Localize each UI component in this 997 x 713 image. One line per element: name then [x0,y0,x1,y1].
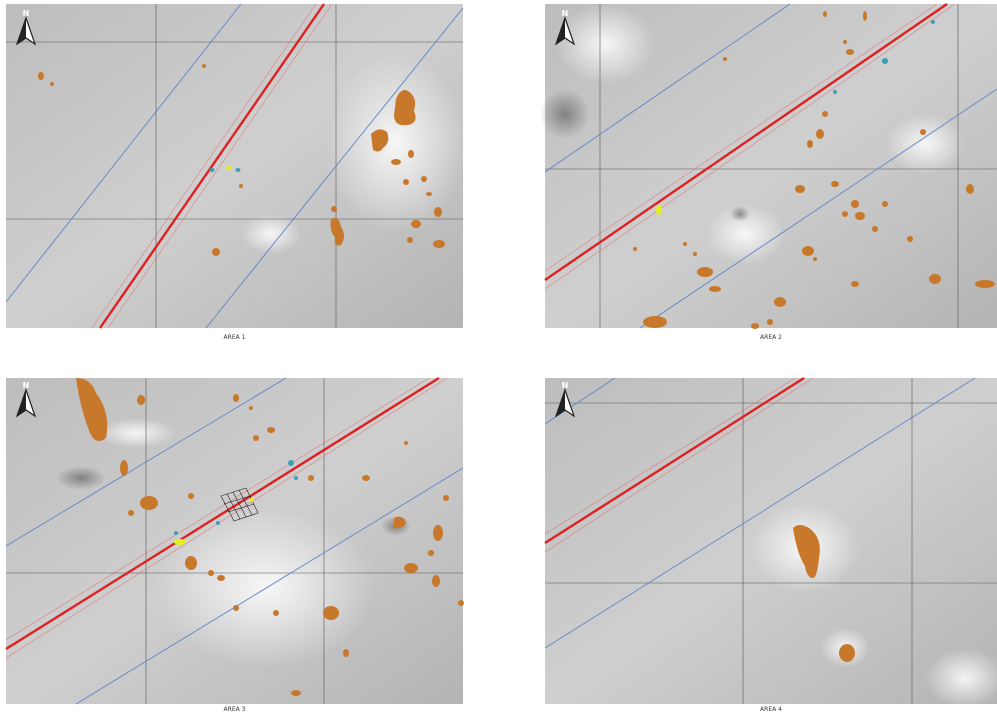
north-label: N [23,9,30,18]
map-panel: N AREA 1 [6,4,466,341]
figure: N AREA 1 [0,0,997,713]
map-panel: N AREA 4 [545,378,997,713]
panel-caption: AREA 4 [760,706,782,713]
map-panel: N AREA 2 [540,4,997,341]
panel-caption: AREA 3 [224,706,246,713]
panel-caption: AREA 2 [760,334,782,341]
north-label: N [23,381,30,390]
panel-caption: AREA 1 [224,334,246,341]
map-panel: N AREA 3 [6,378,464,713]
north-label: N [562,381,569,390]
north-label: N [562,9,569,18]
